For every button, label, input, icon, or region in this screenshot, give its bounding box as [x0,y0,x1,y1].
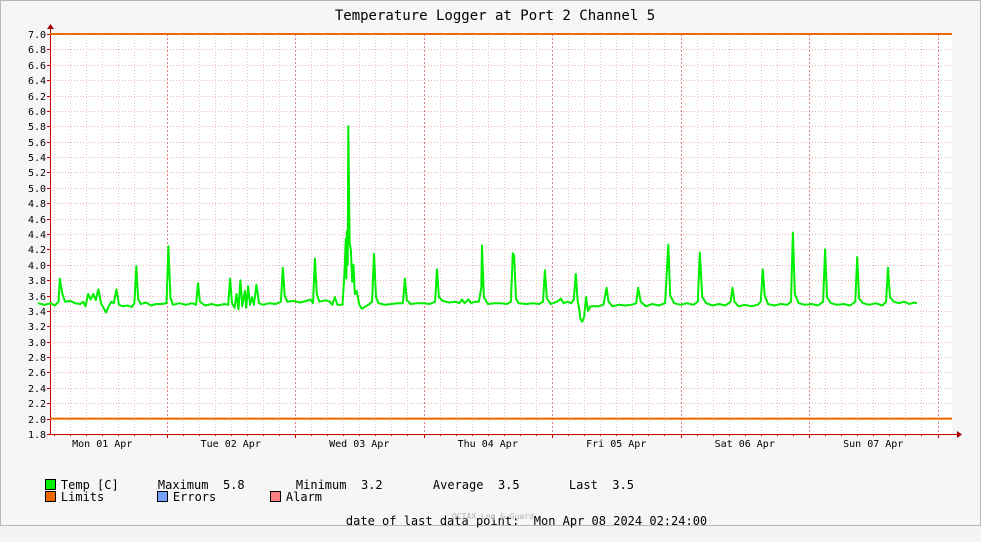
y-tick-label: 2.6 [28,368,46,379]
series-layer [37,125,918,323]
limits-swatch [44,491,56,502]
y-tick-label: 3.2 [28,322,46,333]
y-tick-label: 6.8 [28,45,46,56]
chart-frame: Temperature Logger at Port 2 Channel 5 7… [0,0,981,528]
y-tick-label: 4.2 [28,245,46,256]
temperature-series-line [37,125,918,323]
y-tick-label: 2.0 [28,415,46,426]
chart-title: Temperature Logger at Port 2 Channel 5 [335,8,655,24]
y-tick-label: 2.2 [28,399,46,410]
legend-temp-label: Temp [C] [60,478,119,492]
y-tick-label: 6.0 [28,107,46,118]
last-point-label: date of last data point: [345,514,520,528]
legend-alarm: Alarm [241,476,322,518]
x-tick-label: Fri 05 Apr [586,439,646,450]
avg-value: 3.5 [497,478,520,492]
legend-alarm-label: Alarm [285,490,323,504]
x-axis-arrow [957,431,962,438]
limit-layer [50,33,952,420]
y-tick-label: 5.6 [28,138,46,149]
alarm-swatch [269,491,281,502]
y-tick-label: 3.4 [28,307,46,318]
avg-label: Average [432,478,484,492]
y-tick-label: 5.4 [28,153,46,164]
x-tick-label: Wed 03 Apr [329,439,389,450]
x-tick-label: Tue 02 Apr [201,439,261,450]
legend-limits: Limits [16,476,104,518]
y-tick-label: 3.0 [28,338,46,349]
x-tick-label: Sat 06 Apr [715,439,775,450]
min-value: 3.2 [360,478,383,492]
y-tick-label: 4.4 [28,230,46,241]
legend-limits-label: Limits [60,490,105,504]
y-tick-label: 2.8 [28,353,46,364]
legend-errors-label: Errors [172,490,217,504]
last-label: Last [568,478,598,492]
min-label: Minimum [295,478,347,492]
y-tick-label: 5.2 [28,168,46,179]
legend-average: Average 3.5 [404,464,520,506]
y-tick-label: 2.4 [28,384,46,395]
y-tick-label: 3.6 [28,292,46,303]
y-axis-arrow [47,24,54,29]
last-value: 3.5 [612,478,634,492]
y-tick-label: 5.0 [28,184,46,195]
temp-swatch [44,479,56,490]
axis-layer: 7.0 6.8 6.6 6.4 6.2 6.0 5.8 5.6 5.4 5.2 5.0 4.8 4.6 4… [28,24,962,450]
y-tick-label: 5.8 [28,122,46,133]
errors-swatch [156,491,168,502]
last-point-value: Mon Apr 08 2024 02:24:00 [533,514,708,528]
temperature-chart: Temperature Logger at Port 2 Channel 5 7… [28,8,962,450]
max-value: 5.8 [222,478,245,492]
watermark: OCTAX Log & Guard [452,512,534,521]
legend-last: Last 3.5 [540,464,634,506]
y-tick-label: 7.0 [28,30,46,41]
max-label: Maximum [157,478,209,492]
x-tick-label: Thu 04 Apr [458,439,518,450]
y-tick-label: 4.0 [28,261,46,272]
y-tick-label: 6.6 [28,61,46,72]
x-tick-label: Sun 07 Apr [843,439,903,450]
y-tick-label: 6.4 [28,76,46,87]
legend-maximum: Maximum 5.8 [129,464,245,506]
legend-errors: Errors [128,476,216,518]
legend-temp: Temp [C] [16,464,119,506]
y-tick-label: 4.6 [28,215,46,226]
y-tick-label: 4.8 [28,199,46,210]
y-tick-label: 6.2 [28,92,46,103]
last-data-point: date of last data point: Mon Apr 08 2024… [317,500,707,542]
x-tick-label: Mon 01 Apr [72,439,132,450]
grid-layer [50,34,952,435]
y-tick-label: 3.8 [28,276,46,287]
legend-minimum: Minimum 3.2 [267,464,383,506]
y-tick-label: 1.8 [28,430,46,441]
